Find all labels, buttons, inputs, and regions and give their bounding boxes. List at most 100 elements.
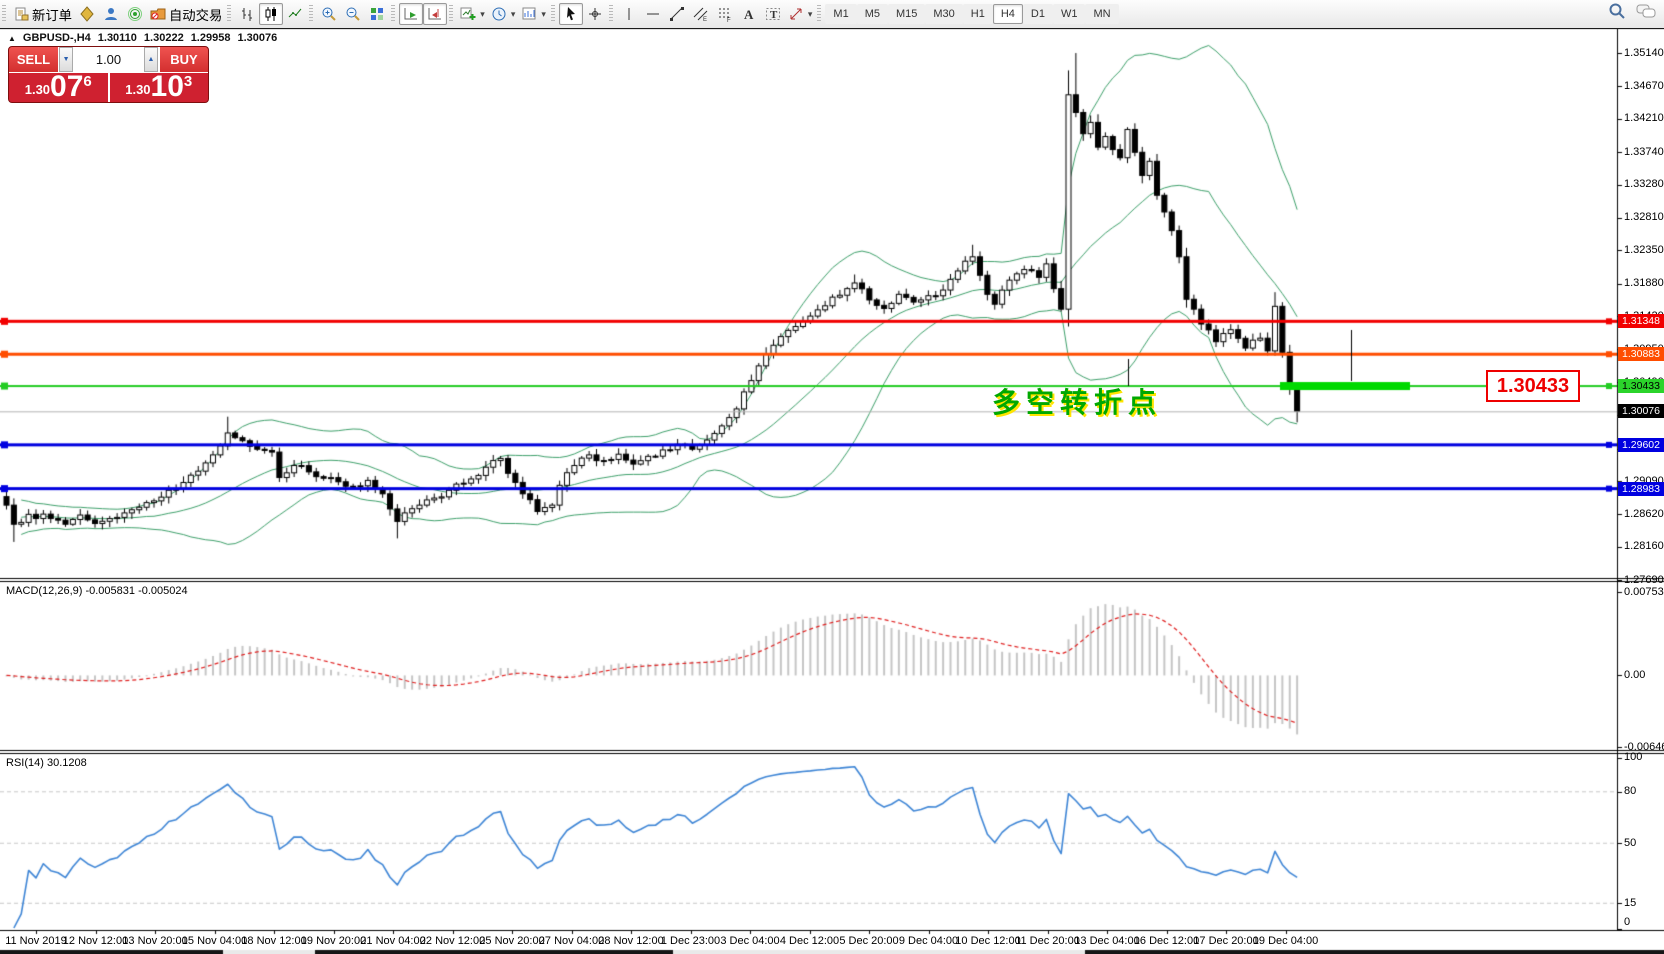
sonar-button[interactable] xyxy=(123,3,147,25)
channel-icon: E xyxy=(693,6,709,22)
text-label-icon: T xyxy=(765,6,781,22)
symbol-period-label: GBPUSD-,H4 xyxy=(22,32,91,44)
timeframe-d1-button[interactable]: D1 xyxy=(1022,4,1053,24)
auto-scroll-button[interactable] xyxy=(399,3,424,25)
horizontal-line-icon xyxy=(645,6,661,22)
search-icon[interactable] xyxy=(1608,2,1626,20)
tile-windows-button[interactable] xyxy=(365,3,389,25)
volume-decrease-button[interactable]: ▼ xyxy=(59,47,74,72)
template-button[interactable]: ▾ xyxy=(518,3,549,25)
ohlc-bars-icon xyxy=(239,6,255,22)
volume-increase-button[interactable]: ▲ xyxy=(143,47,159,72)
sell-price-pips: 07 xyxy=(50,70,84,103)
svg-text:E: E xyxy=(703,17,707,22)
timeframe-w1-button[interactable]: W1 xyxy=(1052,4,1086,24)
timeframe-m30-button[interactable]: M30 xyxy=(925,4,963,24)
chart-ohlc-header: ▲ GBPUSD-,H4 1.30110 1.30222 1.29958 1.3… xyxy=(8,32,277,44)
toolbar-group-grip xyxy=(449,5,454,23)
timeframe-mn-button[interactable]: MN xyxy=(1085,4,1119,24)
trendline-icon xyxy=(669,6,685,22)
sell-price-button[interactable]: 1.30 07 6 xyxy=(9,70,108,103)
text-icon: A xyxy=(741,6,757,22)
buy-price-point: 3 xyxy=(183,73,193,90)
chevron-down-icon: ▾ xyxy=(510,8,516,19)
chart-shift-button[interactable] xyxy=(423,3,448,25)
line-chart-icon xyxy=(287,6,303,22)
toolbar-group-grip xyxy=(550,5,555,23)
timeframe-m5-button[interactable]: M5 xyxy=(856,4,888,24)
svg-text:T: T xyxy=(770,9,778,21)
toolbar-button-label: 新订单 xyxy=(32,7,72,23)
new-chart-icon xyxy=(460,6,476,22)
volume-input[interactable] xyxy=(73,47,144,72)
profile-icon xyxy=(103,6,119,22)
horizontal-line-button[interactable] xyxy=(641,3,665,25)
arrows-icon xyxy=(788,6,804,22)
text-button[interactable]: A xyxy=(737,3,761,25)
new-order-button[interactable]: 新订单 xyxy=(10,3,75,25)
sell-button[interactable]: SELL xyxy=(9,47,58,72)
trendline-button[interactable] xyxy=(665,3,689,25)
trendline-price-callout[interactable]: 1.30433 xyxy=(1486,370,1580,402)
buy-price-pips: 10 xyxy=(150,70,184,103)
toolbar-group-grip xyxy=(608,5,613,23)
chart-shift-icon xyxy=(427,6,443,22)
zoom-out-icon xyxy=(345,6,361,22)
candlestick-button[interactable] xyxy=(259,3,284,25)
tile-windows-icon xyxy=(369,6,385,22)
text-label-button[interactable]: T xyxy=(761,3,785,25)
buy-price-prefix: 1.30 xyxy=(125,82,151,97)
channel-button[interactable]: E xyxy=(689,3,713,25)
volume-stepper: ▼ ▲ xyxy=(58,47,159,72)
timeframe-m15-button[interactable]: M15 xyxy=(887,4,926,24)
fibonacci-button[interactable]: F xyxy=(713,3,737,25)
period-clock-icon xyxy=(491,6,507,22)
vertical-line-button[interactable] xyxy=(617,3,641,25)
template-icon xyxy=(521,6,537,22)
candlestick-icon xyxy=(263,6,279,22)
svg-text:F: F xyxy=(727,18,731,22)
svg-text:A: A xyxy=(744,7,754,22)
zoom-in-icon xyxy=(321,6,337,22)
buy-price-button[interactable]: 1.30 10 3 xyxy=(107,70,208,103)
crosshair-button[interactable] xyxy=(583,3,607,25)
profile-button[interactable] xyxy=(99,3,123,25)
ohlc-low: 1.29958 xyxy=(190,32,231,44)
main-toolbar: 新订单 自动交易 ▾ ▾ ▾ E F A T ▾ M1 M5 M15 M30 H1 H4 D1 W1 MN xyxy=(0,0,1664,29)
chevron-down-icon: ▾ xyxy=(480,8,485,19)
new-chart-button[interactable]: ▾ xyxy=(457,3,488,25)
fibonacci-icon: F xyxy=(717,6,733,22)
toolbar-group-grip xyxy=(817,5,822,23)
auto-trading-button[interactable]: 自动交易 xyxy=(147,3,225,25)
sonar-icon xyxy=(127,6,143,22)
buy-button[interactable]: BUY xyxy=(159,47,208,72)
arrows-button[interactable]: ▾ xyxy=(785,3,816,25)
auto-scroll-icon xyxy=(403,6,419,22)
ohlc-close: 1.30076 xyxy=(237,32,278,44)
cursor-button[interactable] xyxy=(558,3,583,25)
timeframe-h1-button[interactable]: H1 xyxy=(962,4,993,24)
toolbar-group-grip xyxy=(309,5,314,23)
gold-cursor-button[interactable] xyxy=(75,3,99,25)
ohlc-open: 1.30110 xyxy=(97,32,137,44)
ohlc-bars-button[interactable] xyxy=(235,3,259,25)
toolbar-group-grip xyxy=(2,5,6,23)
annotation-text: 多空转折点 xyxy=(992,388,1163,419)
toolbar-group-grip xyxy=(391,5,396,23)
period-clock-button[interactable]: ▾ xyxy=(488,3,519,25)
chevron-down-icon: ▾ xyxy=(541,8,546,19)
new-order-icon xyxy=(13,6,29,22)
timeframe-h4-button[interactable]: H4 xyxy=(992,4,1023,24)
zoom-in-button[interactable] xyxy=(317,3,341,25)
sell-price-prefix: 1.30 xyxy=(24,82,51,97)
line-chart-button[interactable] xyxy=(283,3,307,25)
panel-collapse-toggle[interactable]: ▲ xyxy=(8,33,16,43)
zoom-out-button[interactable] xyxy=(341,3,365,25)
chat-icon[interactable] xyxy=(1636,3,1656,19)
toolbar-group-grip xyxy=(227,5,232,23)
gold-cursor-icon xyxy=(79,6,95,22)
timeframe-m1-button[interactable]: M1 xyxy=(825,4,857,24)
